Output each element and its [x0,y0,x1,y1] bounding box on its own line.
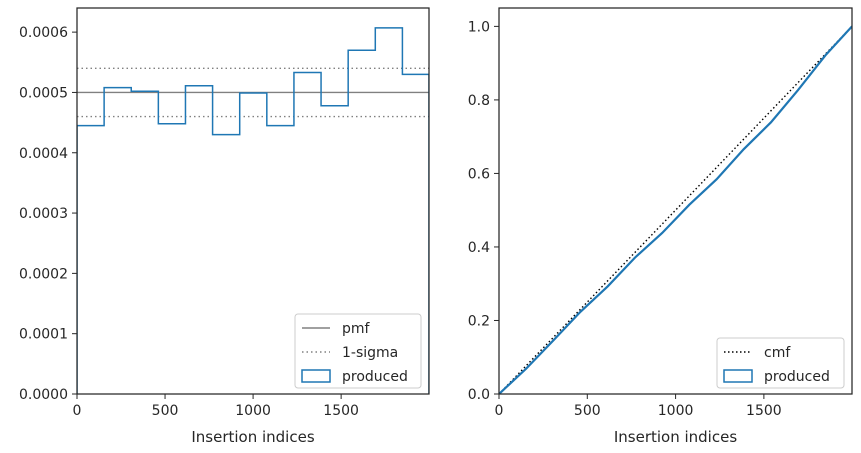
x-tick-label: 1000 [235,403,271,419]
legend-label: pmf [342,321,371,337]
y-tick-label: 0.0000 [19,387,68,403]
legend-produced-handle [301,369,331,383]
plot-area [499,25,852,394]
y-tick-label: 0.0003 [19,206,68,222]
produced-cumulative-line [499,25,852,394]
y-tick-label: 0.0 [468,387,490,403]
legend: cmf produced [716,337,845,389]
legend: pmf 1-sigma produced [294,313,422,389]
y-tick-label: 0.0005 [19,85,68,101]
y-tick-label: 0.0002 [19,266,68,282]
y-tick-label: 0.0004 [19,146,68,162]
x-tick-label: 1000 [658,403,694,419]
y-tick-label: 0.8 [468,93,490,109]
x-tick-label: 1500 [746,403,782,419]
right-chart-cumulative: 0 500 1000 1500 0.0 0.2 0.4 0.6 0.8 1.0 Insertion … [468,7,853,446]
plot-area [77,27,429,394]
y-tick-label: 0.2 [468,313,490,329]
x-tick-label: 1500 [323,403,359,419]
y-tick-label: 0.0001 [19,327,68,343]
legend-label: produced [342,369,408,385]
legend-label: produced [764,369,830,385]
legend-produced-handle [723,369,753,383]
cmf-line [499,25,852,394]
x-axis-label: Insertion indices [191,428,314,446]
x-tick-label: 0 [73,403,82,419]
legend-label: 1-sigma [342,345,398,361]
left-chart-histogram: 0 500 1000 1500 0.0000 0.0001 0.0002 0.0003 0.00… [19,7,430,446]
y-tick-label: 1.0 [468,19,490,35]
x-axis-label: Insertion indices [614,428,737,446]
y-tick-label: 0.4 [468,240,490,256]
x-tick-label: 500 [574,403,601,419]
x-tick-label: 0 [495,403,504,419]
legend-label: cmf [764,345,791,361]
legend-box [716,337,845,389]
produced-step-series [77,27,429,394]
y-tick-label: 0.6 [468,166,490,182]
axes-frame [498,7,853,395]
x-tick-label: 500 [152,403,179,419]
axes-frame [76,7,430,395]
y-tick-label: 0.0006 [19,25,68,41]
